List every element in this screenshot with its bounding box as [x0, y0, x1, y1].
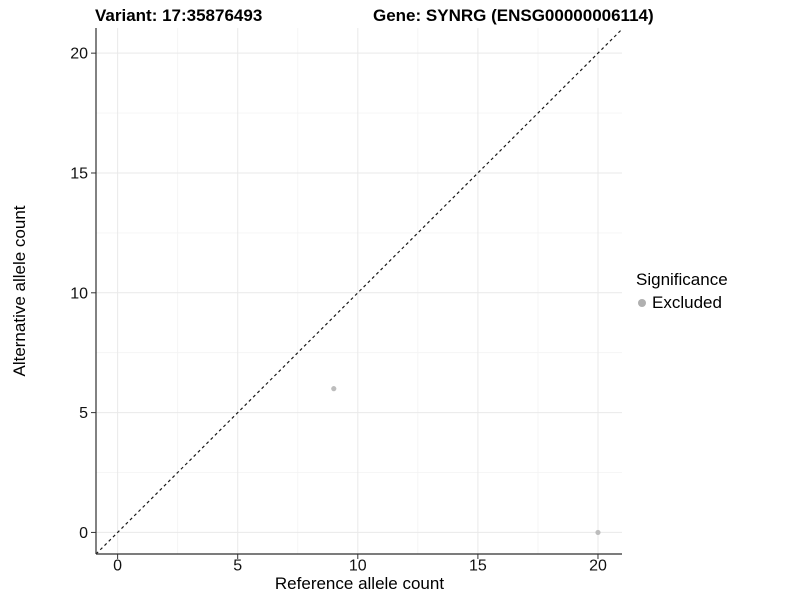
y-tick-label: 15 [70, 165, 88, 182]
identity-line [95, 28, 623, 555]
legend-title: Significance [636, 270, 728, 289]
y-tick-label: 20 [70, 46, 88, 63]
plot-title-gene: Gene: SYNRG (ENSG00000006114) [373, 6, 654, 25]
x-tick-label: 10 [349, 558, 367, 575]
x-tick-label: 20 [589, 558, 607, 575]
data-point [595, 529, 601, 536]
plot-title-variant: Variant: 17:35876493 [95, 6, 263, 25]
legend: Significance Excluded [636, 269, 728, 313]
legend-key-dot [638, 299, 646, 307]
legend-item-label: Excluded [652, 293, 722, 312]
x-tick-label: 15 [469, 558, 487, 575]
legend-item-excluded: Excluded [636, 293, 728, 313]
x-tick-label: 0 [113, 558, 122, 575]
data-point [331, 386, 337, 392]
y-axis-title: Alternative allele count [10, 205, 29, 377]
x-axis-title: Reference allele count [274, 574, 445, 593]
y-tick-label: 5 [79, 405, 88, 422]
y-tick-label: 0 [79, 525, 88, 542]
x-tick-label: 5 [233, 558, 242, 575]
y-tick-label: 10 [70, 285, 88, 302]
